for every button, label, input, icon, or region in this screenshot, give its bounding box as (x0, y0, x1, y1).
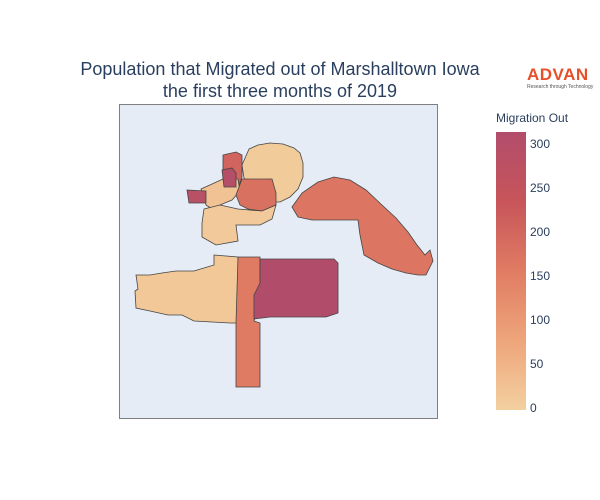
colorbar-tick: 250 (530, 181, 551, 195)
region-center-pale-cells[interactable] (201, 204, 277, 246)
region-small-magenta[interactable] (221, 167, 237, 188)
region-south-central-strip[interactable] (235, 256, 261, 388)
colorbar-title: Migration Out (496, 111, 569, 125)
title-line-1: Population that Migrated out of Marshall… (80, 59, 480, 79)
logo-brand: ADVAN (527, 65, 589, 84)
colorbar-tick: 100 (530, 313, 551, 327)
title-line-2: the first three months of 2019 (162, 81, 398, 101)
colorbar-tick: 50 (530, 357, 544, 371)
region-west-nw-block[interactable] (186, 189, 207, 204)
colorbar-tick: 300 (530, 137, 551, 151)
map-plot-area[interactable] (119, 104, 438, 419)
advan-logo: ADVAN Research through Technology (527, 65, 597, 91)
region-central-orange[interactable] (235, 178, 277, 212)
map-svg[interactable] (120, 105, 439, 420)
region-northeast-arm[interactable] (291, 176, 434, 276)
colorbar-tick: 200 (530, 225, 551, 239)
colorbar-gradient (496, 132, 526, 410)
region-east-large-block[interactable] (253, 258, 339, 320)
colorbar-tick: 150 (530, 269, 551, 283)
logo-tagline: Research through Technology (527, 84, 594, 90)
chart-title: Population that Migrated out of Marshall… (0, 58, 560, 102)
region-southwest-pale[interactable] (134, 254, 239, 324)
colorbar-tick: 0 (530, 401, 537, 415)
